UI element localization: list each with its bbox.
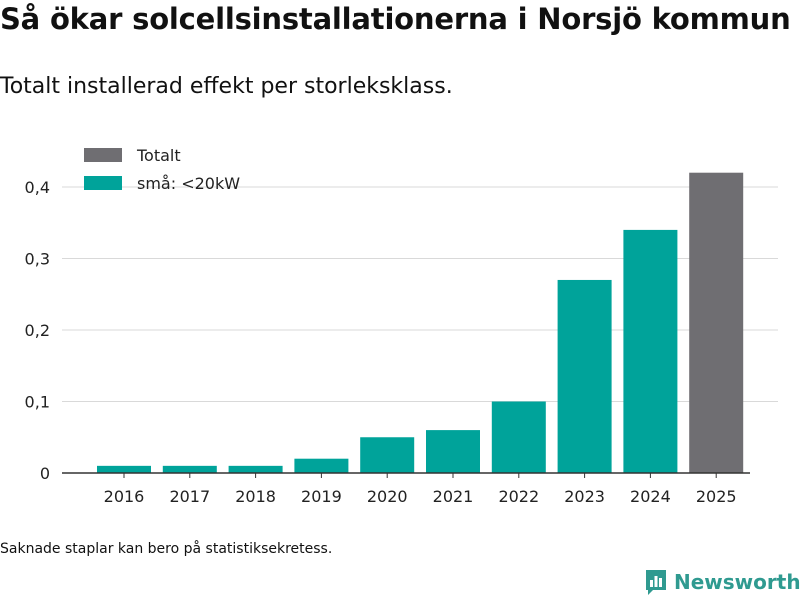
y-tick-label: 0,4	[25, 178, 50, 197]
bar-2025	[689, 172, 744, 473]
y-tick-label: 0,1	[25, 393, 50, 412]
x-tick-label: 2023	[564, 487, 605, 506]
bar-2020	[360, 437, 415, 473]
legend-swatch	[84, 148, 122, 162]
y-tick-label: 0,3	[25, 250, 50, 269]
bar-2022	[491, 401, 546, 473]
chart-title: Så ökar solcellsinstallationerna i Norsj…	[0, 2, 791, 36]
x-tick-label: 2020	[367, 487, 408, 506]
bar-2016	[97, 465, 151, 473]
x-tick-label: 2019	[301, 487, 342, 506]
bar-2024	[623, 229, 678, 473]
legend-label: Totalt	[136, 146, 181, 165]
legend: Totalt små: <20kW	[84, 146, 240, 193]
newsworthy-logo-icon	[646, 570, 666, 595]
bar-2023	[557, 279, 612, 473]
brand-logo[interactable]: Newsworthy	[644, 568, 800, 596]
bars	[97, 172, 744, 473]
y-axis: 0 0,1 0,2 0,3 0,4	[25, 178, 50, 483]
x-tick-label: 2016	[104, 487, 145, 506]
bar-2019	[294, 458, 349, 473]
x-axis: 2016 2017 2018 2019 2020 2021 2022 2023 2024 2025	[62, 472, 750, 506]
legend-label: små: <20kW	[137, 174, 240, 193]
chart-subtitle: Totalt installerad effekt per storlekskl…	[0, 74, 453, 99]
y-tick-label: 0	[40, 464, 50, 483]
x-tick-label: 2018	[235, 487, 276, 506]
brand-name: Newsworthy	[674, 570, 800, 594]
y-tick-label: 0,2	[25, 321, 50, 340]
x-tick-label: 2024	[630, 487, 671, 506]
bar-2018	[228, 465, 283, 473]
bar-2021	[426, 430, 480, 473]
x-tick-label: 2017	[169, 487, 210, 506]
x-tick-label: 2025	[696, 487, 737, 506]
x-tick-label: 2022	[498, 487, 539, 506]
x-tick-label: 2021	[433, 487, 474, 506]
legend-swatch	[84, 176, 122, 190]
bar-2017	[162, 465, 217, 473]
footnote: Saknade staplar kan bero på statistiksek…	[0, 541, 333, 557]
